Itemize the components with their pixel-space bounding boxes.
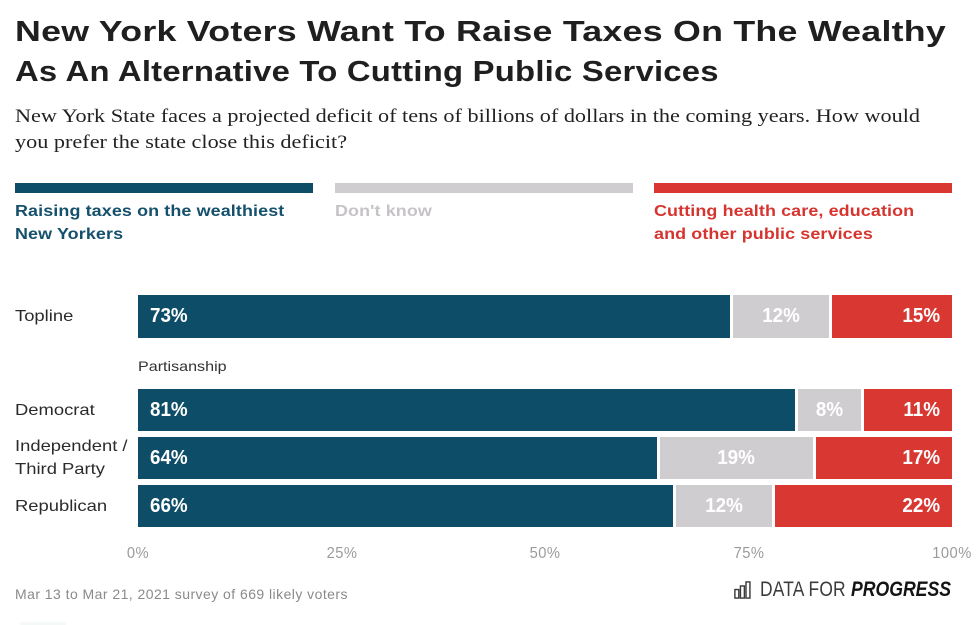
- bar-value-label: 12%: [762, 305, 800, 327]
- bar-segment-raise-taxes: 64%: [138, 437, 657, 479]
- bar-value-label: 73%: [150, 305, 188, 327]
- legend-item-dont-know: Don't know: [334, 183, 633, 246]
- page-title: New York Voters Want To Raise Taxes On T…: [15, 12, 946, 92]
- legend-label-line: Raising taxes on the wealthiest: [15, 203, 285, 220]
- bar-segment-dont-know: 8%: [798, 389, 862, 431]
- row-label-line: Independent /: [15, 438, 128, 455]
- bar-row-topline: Topline 73% 12% 15%: [0, 295, 980, 338]
- bar-value-label: 11%: [903, 398, 940, 421]
- bar-row-independent-third-party: Independent / Third Party 64% 19% 17%: [0, 437, 980, 479]
- bar-value-label: 8%: [816, 398, 844, 421]
- bar-segment-dont-know: 19%: [659, 437, 813, 479]
- bar-segment-raise-taxes: 66%: [138, 485, 674, 527]
- subtitle-line-2: you prefer the state close this deficit?: [15, 132, 348, 153]
- legend-label-line: and other public services: [654, 226, 873, 243]
- logo-progress: PROGRESS: [851, 578, 951, 601]
- legend-item-cutting-services: Cutting health care, education and other…: [654, 183, 952, 246]
- stacked-bar: 81% 8% 11%: [138, 389, 952, 431]
- cropped-bottom-element: [20, 622, 66, 625]
- bar-segment-dont-know: 12%: [733, 295, 829, 338]
- bar-segment-raise-taxes: 81%: [138, 389, 796, 431]
- bar-segment-raise-taxes: 73%: [138, 295, 731, 338]
- x-axis-tick: 50%: [529, 545, 561, 562]
- source-note: Mar 13 to Mar 21, 2021 survey of 669 lik…: [15, 586, 348, 602]
- bar-value-label: 12%: [705, 494, 743, 517]
- legend-label-dont-know: Don't know: [335, 200, 633, 223]
- bar-value-label: 17%: [902, 446, 940, 469]
- logo-text: DATA FOR PROGRESS: [734, 579, 952, 601]
- x-axis-tick: 100%: [932, 545, 972, 562]
- row-label-line: Topline: [15, 308, 74, 325]
- bar-segment-cut-services: 22%: [774, 485, 952, 527]
- bar-segment-dont-know: 12%: [676, 485, 772, 527]
- legend-label-line: Don't know: [334, 203, 432, 220]
- row-label: Republican: [0, 485, 138, 527]
- bar-value-label: 15%: [902, 305, 940, 327]
- bar-value-label: 81%: [150, 398, 188, 421]
- title-line-2: As An Alternative To Cutting Public Serv…: [15, 56, 719, 88]
- row-label: Independent / Third Party: [0, 437, 138, 479]
- stacked-bar: 66% 12% 22%: [138, 485, 952, 527]
- legend-swatch-gray: [334, 183, 633, 193]
- bar-chart-icon: [734, 581, 751, 599]
- x-axis-tick: 25%: [326, 545, 357, 562]
- bar-value-label: 22%: [902, 494, 940, 517]
- bar-segment-cut-services: 15%: [831, 295, 952, 338]
- chart-subtitle: New York State faces a projected deficit…: [15, 104, 920, 156]
- legend-label-cutting-services: Cutting health care, education and other…: [654, 200, 952, 246]
- bar-rows: Topline 73% 12% 15% Partisanship Democrat 81% 8…: [0, 295, 980, 527]
- bar-segment-cut-services: 17%: [815, 437, 952, 479]
- bar-segment-cut-services: 11%: [864, 389, 952, 431]
- subtitle-line-1: New York State faces a projected deficit…: [15, 106, 921, 127]
- row-label-line: Republican: [15, 497, 108, 515]
- group-label-partisanship: Partisanship: [138, 358, 227, 374]
- bar-row-democrat: Democrat 81% 8% 11%: [0, 389, 980, 431]
- legend: Raising taxes on the wealthiest New York…: [15, 183, 952, 246]
- title-line-1: New York Voters Want To Raise Taxes On T…: [15, 16, 947, 48]
- stacked-bar: 64% 19% 17%: [138, 437, 952, 479]
- bar-value-label: 19%: [717, 446, 756, 469]
- x-axis: 0% 25% 50% 75% 100%: [127, 545, 971, 563]
- legend-label-raise-taxes: Raising taxes on the wealthiest New York…: [15, 200, 313, 246]
- bar-value-label: 64%: [150, 446, 188, 469]
- legend-label-line: New Yorkers: [15, 226, 124, 243]
- row-label-line: Democrat: [15, 401, 95, 419]
- legend-swatch-blue: [15, 183, 313, 193]
- legend-swatch-red: [654, 183, 952, 193]
- row-label: Topline: [0, 295, 138, 338]
- stacked-bar: 73% 12% 15%: [138, 295, 952, 338]
- logo-data-for: DATA FOR: [760, 578, 846, 601]
- x-axis-tick: 0%: [126, 545, 150, 562]
- bar-value-label: 66%: [150, 494, 188, 517]
- bar-row-republican: Republican 66% 12% 22%: [0, 485, 980, 527]
- x-axis-tick: 75%: [733, 545, 764, 562]
- data-for-progress-logo: DATA FOR PROGRESS: [734, 579, 952, 601]
- row-label: Democrat: [0, 389, 138, 431]
- legend-item-raise-taxes: Raising taxes on the wealthiest New York…: [15, 183, 313, 246]
- legend-label-line: Cutting health care, education: [654, 203, 915, 220]
- row-label-line: Third Party: [15, 461, 105, 478]
